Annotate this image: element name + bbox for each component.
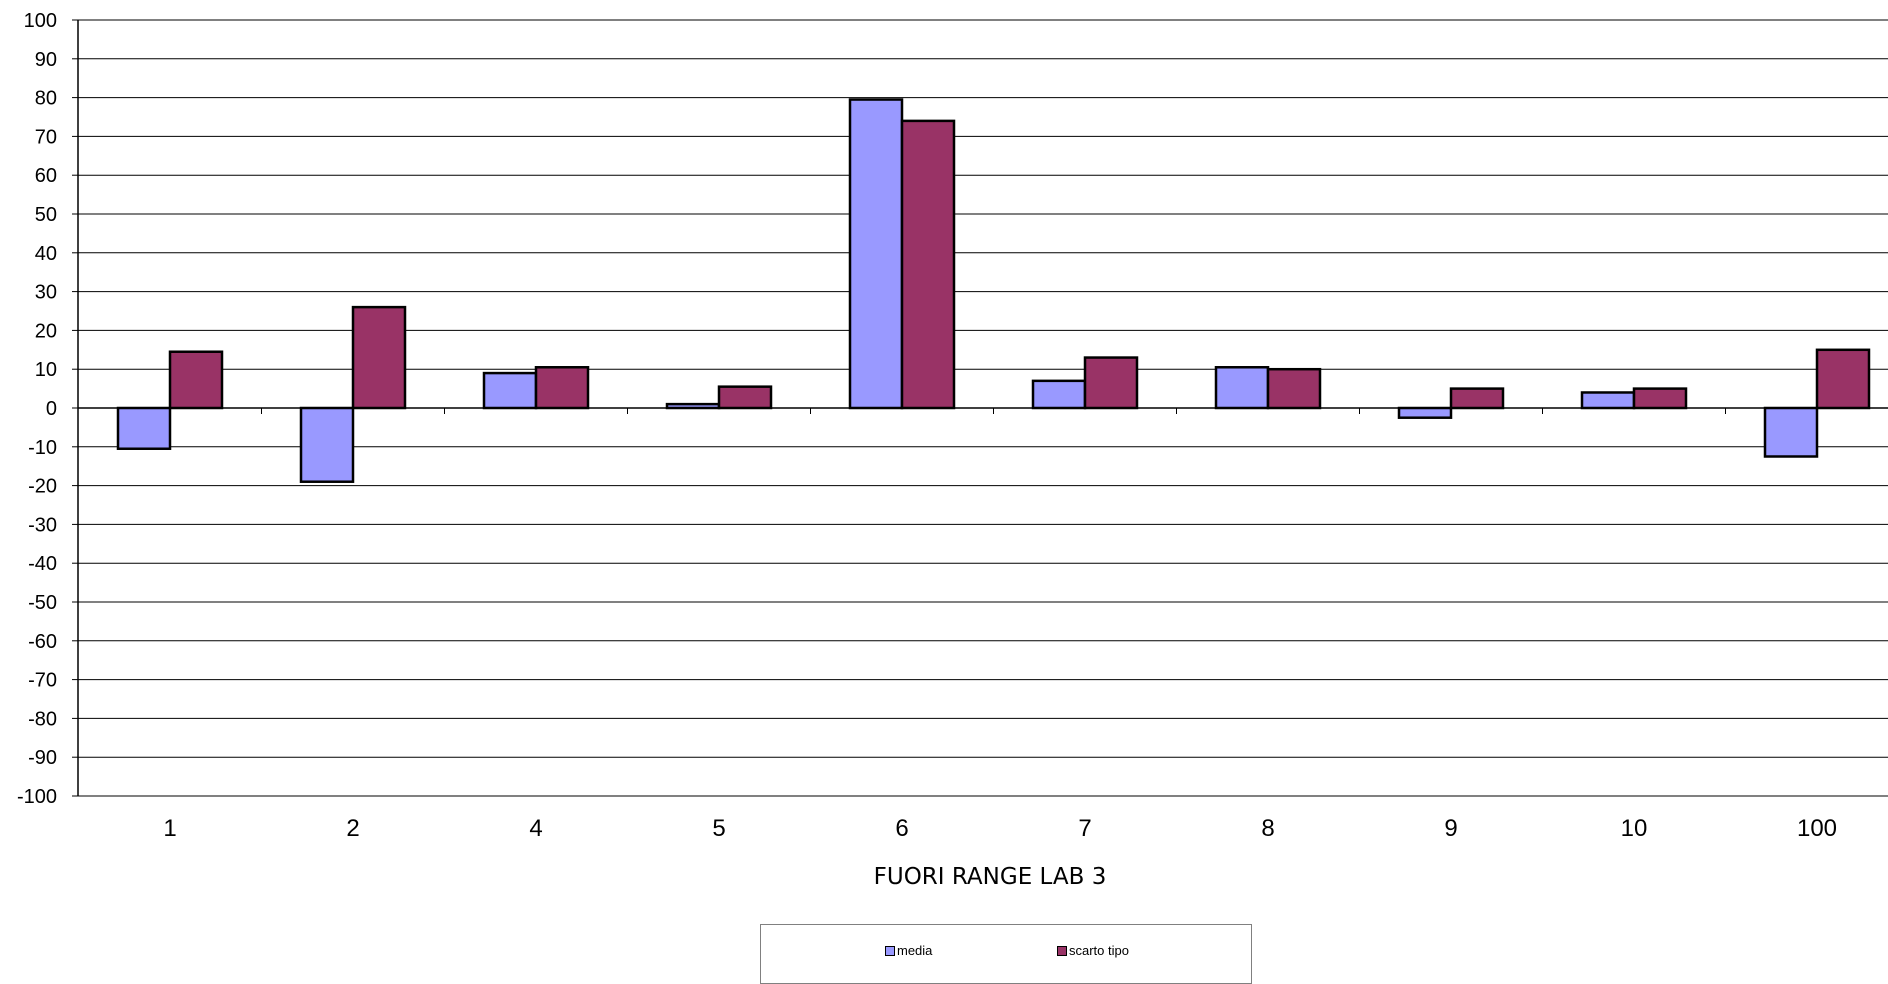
x-tick-label: 2 — [346, 815, 359, 842]
legend-swatch-scarto-tipo — [1057, 945, 1067, 956]
bar-scarto-tipo-5 — [717, 385, 773, 410]
y-tick-label: 40 — [35, 243, 57, 265]
y-tick-label: -40 — [28, 553, 57, 575]
y-tick-label: -20 — [28, 476, 57, 498]
x-tick-label: 5 — [712, 815, 725, 842]
bar-scarto-tipo-7 — [1083, 356, 1139, 410]
bar-scarto-tipo-6 — [900, 119, 956, 410]
y-tick-label: 30 — [35, 282, 57, 304]
y-tick-label: -90 — [28, 747, 57, 769]
y-tick-label: 50 — [35, 204, 57, 226]
legend-item-media: media — [885, 943, 932, 958]
bar-scarto-tipo-10 — [1632, 387, 1688, 410]
y-tick-label: 60 — [35, 165, 57, 187]
y-tick-label: 100 — [24, 10, 57, 32]
bar-media-7 — [1031, 379, 1087, 410]
y-tick-label: 90 — [35, 49, 57, 71]
gridlines — [72, 19, 1888, 797]
y-tick-label: -60 — [28, 631, 57, 653]
x-tick-label: 100 — [1797, 815, 1837, 842]
bar-scarto-tipo-8 — [1266, 367, 1322, 410]
x-tick-label: 8 — [1261, 815, 1274, 842]
x-tick-label: 1 — [163, 815, 176, 842]
x-tick-label: 9 — [1444, 815, 1457, 842]
bar-media-1 — [116, 406, 172, 450]
y-tick-label: 20 — [35, 320, 57, 342]
bar-media-100 — [1763, 406, 1819, 458]
y-tick-label: 70 — [35, 126, 57, 148]
y-tick-label: -50 — [28, 592, 57, 614]
bar-media-10 — [1580, 391, 1636, 410]
bar-media-2 — [299, 406, 355, 483]
y-tick-label: -70 — [28, 670, 57, 692]
x-axis-title: FUORI RANGE LAB 3 — [874, 864, 1107, 890]
legend-item-scarto-tipo: scarto tipo — [1057, 943, 1129, 958]
bar-scarto-tipo-2 — [351, 305, 407, 410]
bar-media-8 — [1214, 366, 1270, 410]
bar-media-4 — [482, 371, 538, 410]
bar-media-6 — [848, 98, 904, 410]
y-tick-label: 80 — [35, 88, 57, 110]
bar-scarto-tipo-1 — [168, 350, 224, 410]
y-axis-tick-labels: 1009080706050403020100-10-20-30-40-50-60… — [17, 10, 57, 808]
bars — [116, 98, 1871, 483]
y-tick-label: -100 — [17, 786, 57, 808]
x-tick-label: 6 — [895, 815, 908, 842]
legend-swatch-media — [885, 945, 895, 956]
legend-label-scarto-tipo: scarto tipo — [1069, 943, 1129, 958]
y-tick-label: -10 — [28, 437, 57, 459]
legend: media scarto tipo — [760, 924, 1252, 984]
bar-scarto-tipo-100 — [1815, 348, 1871, 410]
x-tick-label: 10 — [1621, 815, 1648, 842]
x-tick-label: 4 — [529, 815, 542, 842]
bar-media-9 — [1397, 406, 1453, 419]
y-tick-label: -80 — [28, 708, 57, 730]
axes — [77, 20, 1888, 796]
bar-scarto-tipo-4 — [534, 366, 590, 410]
bar-scarto-tipo-9 — [1449, 387, 1505, 410]
x-axis-tick-labels: 1 2 4 5 6 7 8 9 10 100 — [163, 815, 1837, 842]
y-tick-label: 10 — [35, 359, 57, 381]
y-tick-label: -30 — [28, 514, 57, 536]
x-tick-label: 7 — [1078, 815, 1091, 842]
y-tick-label: 0 — [46, 398, 57, 420]
legend-label-media: media — [897, 943, 933, 958]
